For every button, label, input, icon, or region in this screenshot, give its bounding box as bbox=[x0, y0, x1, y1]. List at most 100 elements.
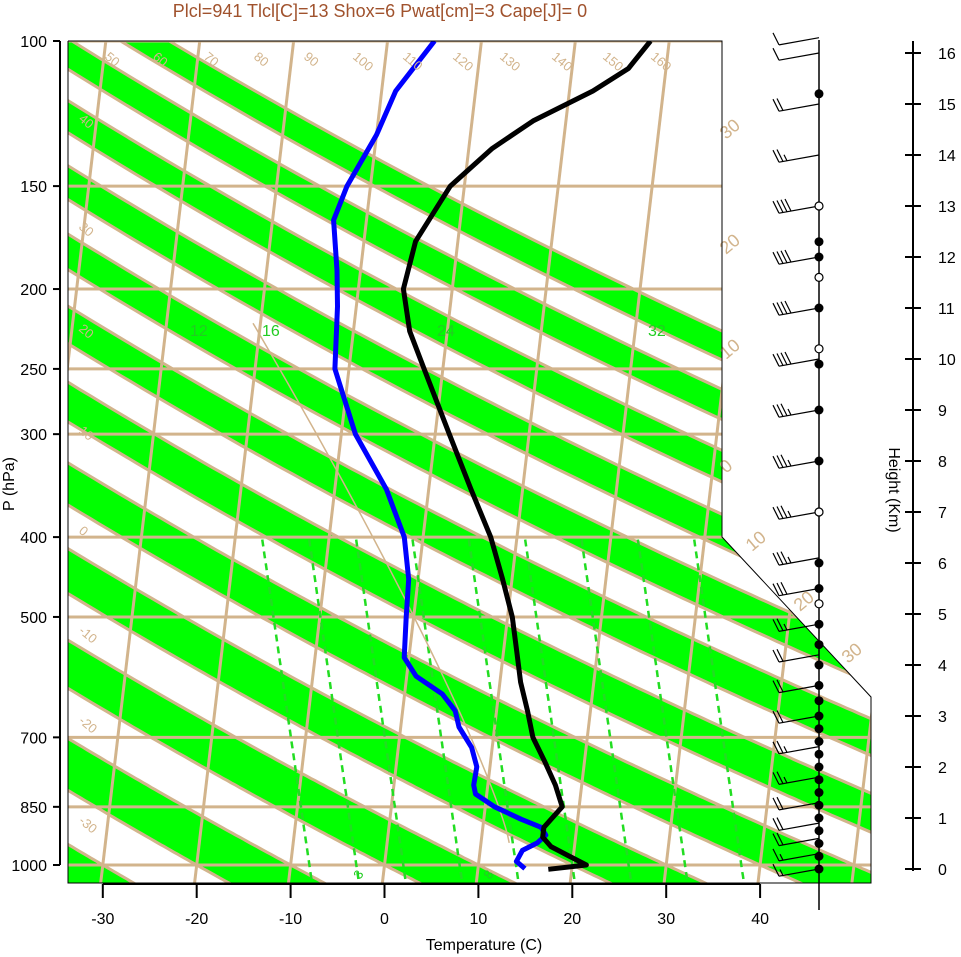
pressure-tick-label: 1000 bbox=[11, 858, 47, 875]
isotherm-line bbox=[849, 41, 871, 883]
wind-barb-flag bbox=[780, 403, 788, 417]
wind-barb-shaft bbox=[778, 307, 820, 316]
dry-adiabat-line bbox=[68, 41, 871, 883]
wind-barb-flag bbox=[780, 301, 788, 315]
height-dot-filled bbox=[814, 660, 824, 670]
wind-barb-flag bbox=[772, 680, 780, 693]
dry-adiabat-line bbox=[68, 41, 871, 883]
moist-adiabat-label: 24 bbox=[437, 323, 455, 340]
height-tick-label: 4 bbox=[938, 658, 947, 675]
wind-barb-column bbox=[772, 32, 824, 910]
wind-barb-flag bbox=[772, 818, 780, 831]
isotherm-line bbox=[473, 41, 579, 883]
wind-barb-flag bbox=[776, 817, 784, 830]
wind-barb-shaft bbox=[778, 511, 820, 520]
dry-adiabat-line bbox=[68, 41, 871, 883]
wind-barb-shaft bbox=[778, 205, 820, 214]
isotherm-label: 20 bbox=[716, 230, 744, 258]
mixing-ratio-line bbox=[523, 536, 576, 880]
height-dot-filled bbox=[814, 864, 824, 874]
wind-barb-flag bbox=[776, 404, 784, 417]
temperature-line bbox=[400, 41, 653, 872]
wind-barb-flag bbox=[772, 251, 780, 265]
mixing-ratio-lines bbox=[260, 536, 745, 880]
wind-barb-flag bbox=[772, 353, 780, 367]
wind-barb-flag bbox=[780, 199, 788, 213]
wind-barb-flag bbox=[776, 302, 784, 315]
wind-barb-half bbox=[783, 746, 788, 753]
height-dot-filled bbox=[814, 737, 824, 746]
wind-barb-flag bbox=[772, 32, 780, 46]
wind-barb-shaft bbox=[778, 746, 820, 755]
wind-barb-flag bbox=[776, 506, 784, 519]
wind-barb-flag bbox=[776, 740, 784, 754]
wind-barb-flag bbox=[772, 149, 780, 163]
moist-adiabat-label: 16 bbox=[262, 323, 280, 340]
wind-barb-half bbox=[783, 776, 788, 784]
height-dot-filled bbox=[814, 696, 824, 706]
wind-barb-flag bbox=[776, 710, 784, 723]
mixing-ratio-line bbox=[260, 536, 313, 880]
height-tick-label: 1 bbox=[938, 811, 947, 828]
wind-barb-shaft bbox=[778, 623, 820, 632]
height-dot-open bbox=[814, 507, 824, 517]
dry-adiabat-line bbox=[68, 41, 871, 883]
x-tick-label: -10 bbox=[279, 911, 302, 928]
x-tick-label: -20 bbox=[185, 911, 208, 928]
height-dot-filled bbox=[814, 813, 824, 823]
height-dot-open bbox=[814, 201, 824, 211]
height-tick-label: 6 bbox=[938, 556, 947, 573]
height-dot-filled bbox=[814, 826, 824, 836]
pressure-tick-label: 850 bbox=[20, 800, 47, 817]
wind-barb-flag bbox=[772, 619, 780, 632]
dry-adiabat-label: -20 bbox=[76, 713, 100, 737]
wind-barb-flag bbox=[772, 455, 780, 469]
wind-barb-flag bbox=[780, 250, 788, 264]
wind-barb-flag bbox=[776, 649, 784, 662]
isotherm-line bbox=[567, 41, 673, 883]
wind-barb-shaft bbox=[778, 358, 820, 367]
height-tick-label: 5 bbox=[938, 607, 947, 624]
wind-barb-shaft bbox=[778, 256, 820, 265]
wind-barb-shaft bbox=[778, 587, 820, 597]
x-tick-label: 10 bbox=[470, 911, 488, 928]
height-dot-filled bbox=[814, 303, 824, 313]
height-tick-label: 9 bbox=[938, 403, 947, 420]
wind-barb-flag bbox=[772, 863, 780, 877]
isotherm-label: 30 bbox=[838, 639, 866, 667]
plot-frame bbox=[67, 40, 872, 884]
moist-adiabat-label: 32 bbox=[648, 323, 666, 340]
x-axis: -30 -20 -10 0 10 20 30 40 bbox=[91, 883, 769, 928]
height-dot-open bbox=[814, 344, 824, 354]
dry-adiabat-line bbox=[68, 41, 871, 883]
height-dot-filled bbox=[814, 584, 824, 593]
height-dot-filled bbox=[814, 788, 824, 797]
wind-barb-flag bbox=[772, 506, 780, 520]
x-tick-label: 0 bbox=[380, 911, 389, 928]
x-axis-title: Temperature (C) bbox=[426, 937, 542, 954]
height-dot-filled bbox=[814, 405, 824, 415]
height-dot-filled bbox=[814, 839, 824, 848]
pressure-tick-label: 150 bbox=[20, 179, 47, 196]
height-tick-label: 0 bbox=[938, 862, 947, 879]
wind-barb-flag bbox=[776, 552, 784, 565]
wind-barb-shaft bbox=[778, 103, 820, 112]
height-dot-filled bbox=[814, 640, 824, 650]
wind-barb-half bbox=[787, 459, 792, 467]
wind-barb-flag bbox=[772, 583, 780, 596]
y-axis-title: P (hPa) bbox=[1, 457, 18, 511]
dry-adiabat-label: 80 bbox=[251, 49, 272, 70]
wind-barb-shaft bbox=[778, 802, 820, 811]
wind-barb-flag bbox=[780, 505, 788, 519]
wind-barb-shaft bbox=[778, 822, 820, 831]
wind-barb-flag bbox=[772, 552, 780, 566]
height-tick-label: 8 bbox=[938, 454, 947, 471]
moist-adiabat-label: 12 bbox=[190, 323, 208, 340]
height-tick-label: 14 bbox=[938, 148, 956, 165]
dry-adiabat-line bbox=[68, 41, 871, 883]
height-dot-filled bbox=[814, 89, 824, 99]
height-dot-filled bbox=[814, 775, 824, 785]
isotherm-line bbox=[98, 41, 204, 883]
height-dot-open bbox=[814, 599, 824, 609]
